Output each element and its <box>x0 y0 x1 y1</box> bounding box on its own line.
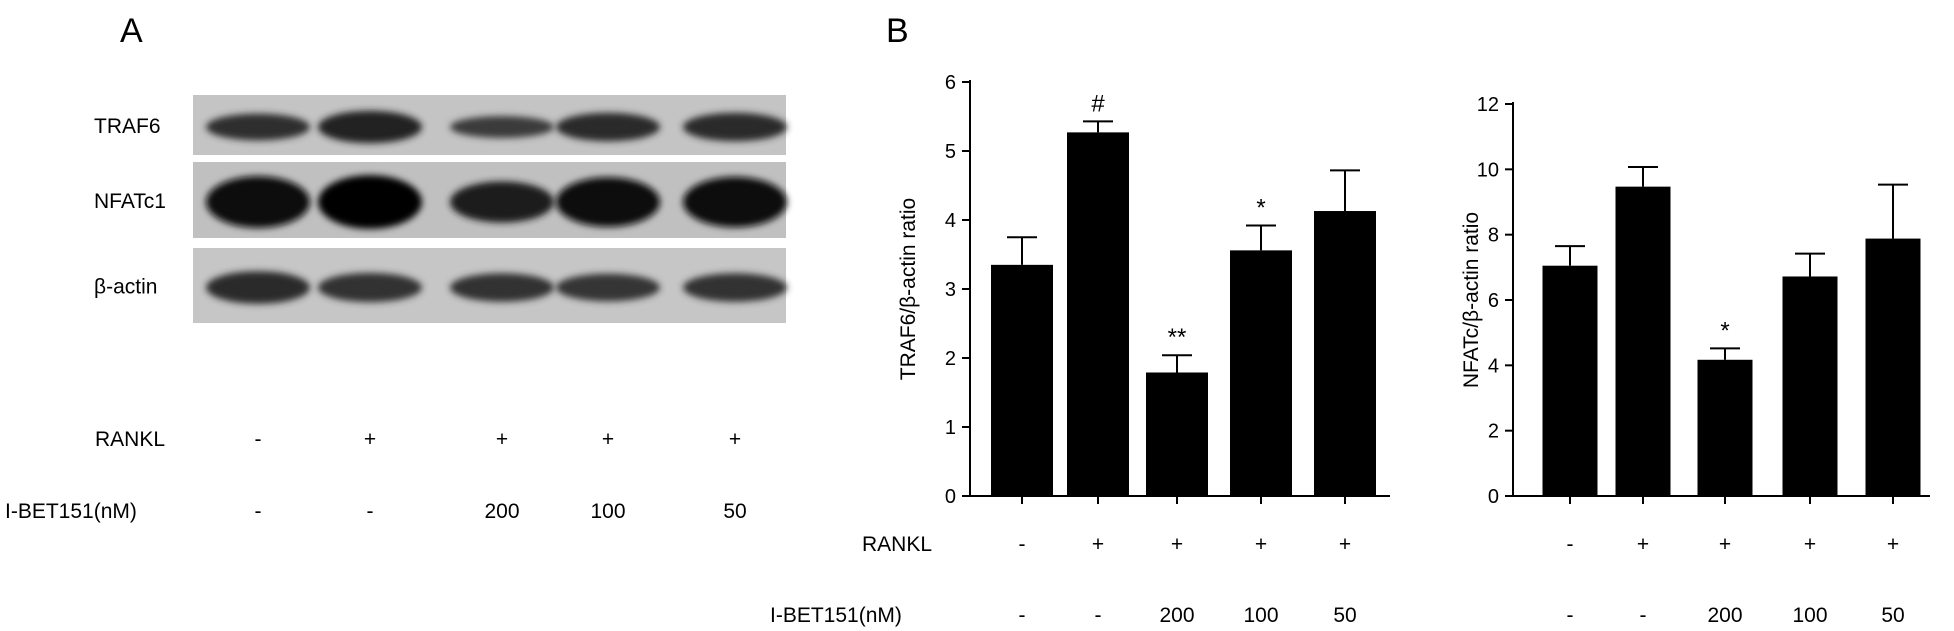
blot-band <box>318 272 422 303</box>
chart-nfatc: 0 2 4 6 8 10 12 NFATc/β-actin ratio * <box>1460 94 1930 508</box>
blot-band <box>556 177 660 227</box>
y-tick-label: 2 <box>945 348 956 370</box>
blot-band <box>683 273 787 302</box>
blot-band <box>450 116 554 138</box>
y-tick-label: 3 <box>945 279 956 301</box>
panel-b-ibet-label: I-BET151(nM) <box>770 604 902 627</box>
blot-band <box>318 110 422 144</box>
bar <box>1615 186 1671 496</box>
panel-b-ibet-value: - <box>1095 604 1102 627</box>
panel-a-ibet-values: - - 200 100 50 <box>255 500 747 523</box>
blot-band <box>450 273 554 302</box>
panel-b-rankl-value: - <box>1019 533 1026 556</box>
panel-b-ibet-value: - <box>1640 604 1647 627</box>
panel-b-rankl-value: - <box>1567 533 1574 556</box>
blot-band <box>318 175 422 229</box>
y-tick-label: 0 <box>945 486 956 508</box>
panel-b-ibet-value: - <box>1019 604 1026 627</box>
panel-b-letter: B <box>886 12 909 50</box>
panel-b-rankl-value: + <box>1339 533 1351 556</box>
y-tick-label: 5 <box>945 141 956 163</box>
panel-b-rankl-value: + <box>1887 533 1899 556</box>
y-tick-label: 6 <box>945 72 956 94</box>
y-tick-label: 0 <box>1488 486 1499 508</box>
y-tick-label: 2 <box>1488 421 1499 443</box>
blot-row: TRAF6 <box>94 95 787 155</box>
blot-row-label: NFATc1 <box>94 190 166 213</box>
blot-row-label: TRAF6 <box>94 115 161 138</box>
panel-b-ibet-value: 100 <box>1243 604 1278 627</box>
panel-b-ibet-value: 200 <box>1159 604 1194 627</box>
panel-b-rankl-value: + <box>1255 533 1267 556</box>
panel-b-rankl-value: + <box>1804 533 1816 556</box>
y-axis-label: TRAF6/β-actin ratio <box>897 198 920 380</box>
blot-band <box>683 112 787 142</box>
blot-row-label: β-actin <box>94 276 157 299</box>
panel-a-rankl-values: - + + + + <box>255 428 742 451</box>
blot-band <box>206 271 310 304</box>
y-tick-label: 6 <box>1488 290 1499 312</box>
panel-b-ibet-value: 50 <box>1333 604 1356 627</box>
blot-band <box>556 112 660 142</box>
significance-marker: * <box>1256 195 1265 222</box>
panel-b-rankl-value: + <box>1171 533 1183 556</box>
blot-row: β-actin <box>94 248 787 323</box>
panel-a-ibet-value: 50 <box>723 500 746 523</box>
panel-a-rankl-value: + <box>496 428 508 451</box>
bar <box>1865 238 1921 496</box>
panel-a-rankl-value: + <box>602 428 614 451</box>
y-tick-label: 4 <box>1488 355 1499 377</box>
y-tick-label: 8 <box>1488 225 1499 247</box>
y-tick-label: 10 <box>1477 159 1499 181</box>
bar <box>1067 132 1129 496</box>
panel-b-ibet-value: 50 <box>1881 604 1904 627</box>
panel-a-ibet-value: 100 <box>590 500 625 523</box>
y-tick-label: 12 <box>1477 94 1499 116</box>
bar <box>1314 211 1376 496</box>
panel-b-ibet-value: 200 <box>1707 604 1742 627</box>
blot-band <box>683 176 787 228</box>
y-tick-label: 1 <box>945 417 956 439</box>
blot-band <box>206 176 310 228</box>
panel-a-letter: A <box>120 12 143 50</box>
y-axis-label: NFATc/β-actin ratio <box>1460 212 1483 388</box>
blot-row: NFATc1 <box>94 162 787 238</box>
western-blot: TRAF6 NFATc1 β-actin <box>94 95 787 323</box>
blot-band <box>450 181 554 223</box>
panel-a-ibet-value: 200 <box>484 500 519 523</box>
panel-a-rankl-label: RANKL <box>95 428 165 451</box>
panel-a-ibet-value: - <box>255 500 262 523</box>
panel-a-rankl-value: + <box>729 428 741 451</box>
bar <box>1146 372 1208 496</box>
bar <box>1230 250 1292 496</box>
significance-marker: * <box>1720 317 1729 344</box>
blot-band <box>206 113 310 141</box>
panel-b-ibet-value: - <box>1567 604 1574 627</box>
panel-b-condition-values: - + + + + - - 200 100 50 - + + + + - - 200 100 50 <box>1019 533 1905 627</box>
significance-marker: # <box>1091 90 1105 117</box>
panel-a-ibet-value: - <box>367 500 374 523</box>
panel-b-rankl-value: + <box>1719 533 1731 556</box>
bar <box>1697 359 1753 496</box>
bar <box>1542 265 1598 496</box>
blot-band <box>556 273 660 302</box>
significance-marker: ** <box>1168 324 1187 351</box>
panel-a-ibet-label: I-BET151(nM) <box>5 500 137 523</box>
panel-b-rankl-value: + <box>1637 533 1649 556</box>
bar <box>991 264 1053 496</box>
bar <box>1782 276 1838 496</box>
panel-a-rankl-value: - <box>255 428 262 451</box>
panel-a-rankl-value: + <box>364 428 376 451</box>
panel-b-ibet-value: 100 <box>1792 604 1827 627</box>
y-tick-label: 4 <box>945 210 956 232</box>
panel-b-rankl-label: RANKL <box>862 533 932 556</box>
panel-b-rankl-value: + <box>1092 533 1104 556</box>
